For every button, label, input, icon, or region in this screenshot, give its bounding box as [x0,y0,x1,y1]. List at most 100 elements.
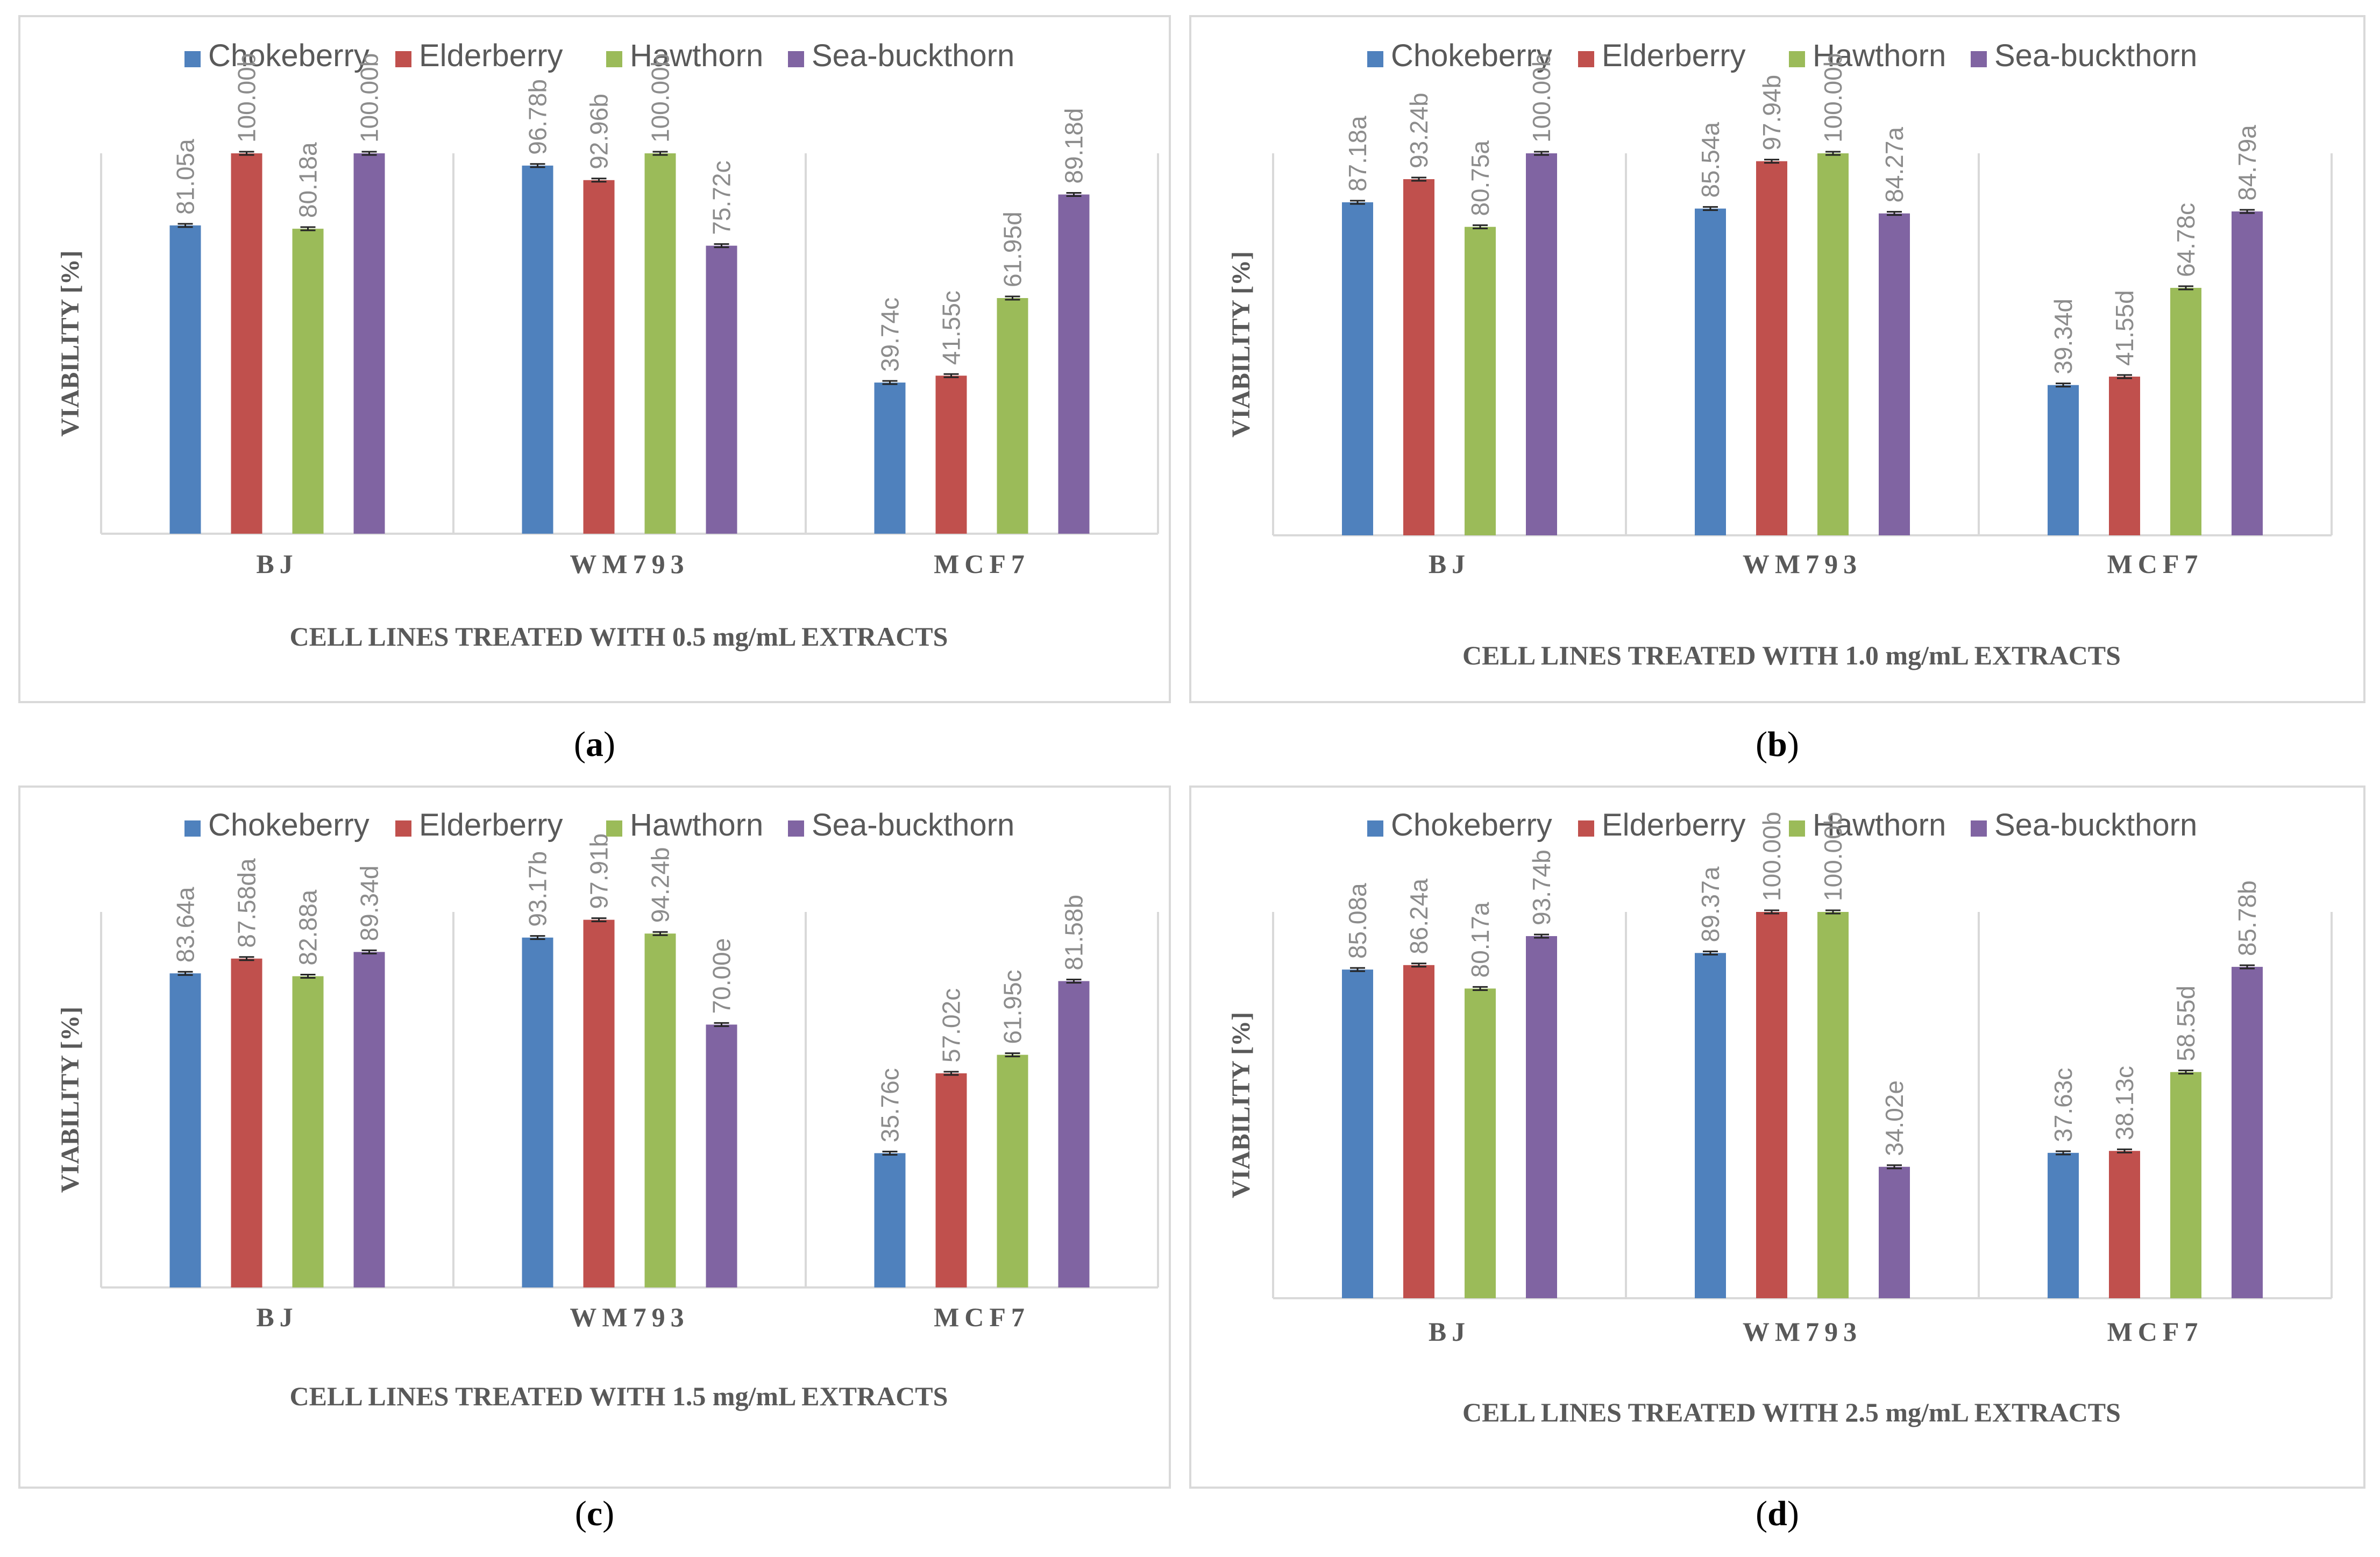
x-axis-title: CELL LINES TREATED WITH 0.5 mg/mL EXTRAC… [290,621,948,652]
legend: Chokeberry Elderberry Hawthorn Sea-buckthor… [1367,38,2197,73]
data-label: 64.78c [2172,203,2200,277]
data-label: 97.94b [1758,75,1786,151]
bar-sea-buckthorn-wm793 [706,1024,737,1287]
panel-frame [1189,785,2365,1489]
data-label: 41.55c [937,291,965,365]
bar-elderberry-mcf7 [2109,376,2140,535]
data-label: 41.55d [2111,290,2139,366]
panel-caption-b: (b) [1756,725,1799,764]
legend-swatch-chokeberry [1367,51,1383,67]
category-label-bj: BJ [1429,1317,1470,1347]
category-label-wm793: WM793 [1743,549,1862,579]
legend-swatch-sea-buckthorn [788,51,804,67]
category-label-bj: BJ [256,1302,298,1332]
chart-panel-c: Chokeberry Elderberry Hawthorn Sea-buckthor… [18,785,1171,1533]
data-label: 86.24a [1405,879,1433,954]
category-label-mcf7: MCF7 [2107,549,2204,579]
bar-sea-buckthorn-mcf7 [2232,211,2263,536]
legend-label-sea-buckthorn: Sea-buckthorn [812,808,1014,843]
bar-sea-buckthorn-bj [353,153,385,534]
legend-swatch-elderberry [395,51,411,67]
legend-swatch-elderberry [1578,51,1594,67]
bar-sea-buckthorn-wm793 [1879,1166,1910,1298]
bar-sea-buckthorn-bj [1526,153,1557,535]
category-label-wm793: WM793 [1743,1317,1862,1347]
data-label: 100.00b [1528,53,1555,143]
legend-swatch-sea-buckthorn [1971,51,1987,67]
data-label: 85.78b [2233,880,2261,956]
data-label: 92.96b [585,94,613,169]
data-label: 81.05a [172,139,200,215]
bar-chokeberry-mcf7 [2048,1152,2079,1298]
data-label: 38.13c [2111,1066,2139,1140]
bar-hawthorn-mcf7 [997,1054,1028,1287]
category-label-mcf7: MCF7 [934,1302,1030,1332]
legend-label-elderberry: Elderberry [419,38,563,73]
bar-elderberry-mcf7 [2109,1151,2140,1298]
legend-swatch-hawthorn [606,820,622,837]
legend-label-hawthorn: Hawthorn [630,38,763,73]
bar-elderberry-mcf7 [935,376,967,534]
bar-elderberry-wm793 [583,180,615,534]
panel-frame [1189,15,2365,703]
legend-label-chokeberry: Chokeberry [1391,808,1552,843]
legend-label-chokeberry: Chokeberry [208,38,370,73]
legend-label-elderberry: Elderberry [419,808,563,843]
data-label: 87.58da [233,858,261,948]
bar-chokeberry-wm793 [1695,953,1726,1298]
legend-label-hawthorn: Hawthorn [630,808,763,843]
data-label: 100.00b [1819,53,1847,143]
bar-elderberry-bj [1403,965,1434,1298]
bar-sea-buckthorn-wm793 [706,245,737,534]
bar-hawthorn-bj [292,976,324,1287]
data-label: 37.63c [2049,1068,2077,1142]
data-label: 100.00b [233,53,261,143]
panel-frame [18,785,1171,1489]
data-label: 58.55d [2172,986,2200,1061]
bar-hawthorn-bj [1465,988,1496,1298]
data-label: 83.64a [172,887,200,962]
legend-label-elderberry: Elderberry [1602,38,1746,73]
bar-chokeberry-bj [1342,969,1373,1298]
data-label: 100.00b [1758,812,1786,901]
chart-panel-b: Chokeberry Elderberry Hawthorn Sea-buckthor… [1189,15,2365,764]
data-label: 100.00b [1819,812,1847,901]
bar-sea-buckthorn-bj [1526,936,1557,1298]
legend-swatch-chokeberry [184,820,201,837]
legend-swatch-hawthorn [1789,51,1805,67]
data-label: 81.58b [1060,895,1088,971]
panel-caption-a: (a) [574,725,615,764]
data-label: 89.37a [1696,866,1724,942]
panel-caption-c: (c) [575,1494,614,1533]
chart-panel-a: Chokeberry Elderberry Hawthorn Sea-buckthor… [18,15,1171,764]
data-label: 57.02c [937,988,965,1063]
legend-swatch-hawthorn [1789,820,1805,837]
legend-label-hawthorn: Hawthorn [1813,38,1946,73]
legend-label-sea-buckthorn: Sea-buckthorn [1994,808,2197,843]
bar-chokeberry-mcf7 [874,383,906,534]
x-axis-title: CELL LINES TREATED WITH 1.0 mg/mL EXTRAC… [1462,640,2121,670]
data-label: 34.02e [1880,1080,1908,1156]
data-label: 93.74b [1528,850,1555,925]
category-label-mcf7: MCF7 [934,549,1030,579]
category-label-bj: BJ [1429,549,1470,579]
bar-chokeberry-mcf7 [2048,385,2079,535]
data-label: 61.95c [999,969,1027,1044]
bar-sea-buckthorn-bj [353,952,385,1287]
bar-chokeberry-wm793 [522,937,553,1287]
data-label: 35.76c [876,1068,904,1142]
data-label: 87.18a [1344,116,1372,192]
category-label-mcf7: MCF7 [2107,1317,2204,1347]
bar-elderberry-bj [1403,179,1434,536]
x-axis-title: CELL LINES TREATED WITH 2.5 mg/mL EXTRAC… [1462,1397,2121,1427]
data-label: 85.54a [1696,122,1724,198]
data-label: 100.00b [356,53,383,143]
data-label: 61.95d [999,211,1027,287]
panel-frame [18,15,1171,703]
legend-label-chokeberry: Chokeberry [1391,38,1552,73]
bar-sea-buckthorn-wm793 [1879,213,1910,536]
bar-hawthorn-wm793 [1817,912,1849,1298]
legend: Chokeberry Elderberry Hawthorn Sea-buckthor… [184,808,1014,843]
legend-swatch-sea-buckthorn [788,820,804,837]
